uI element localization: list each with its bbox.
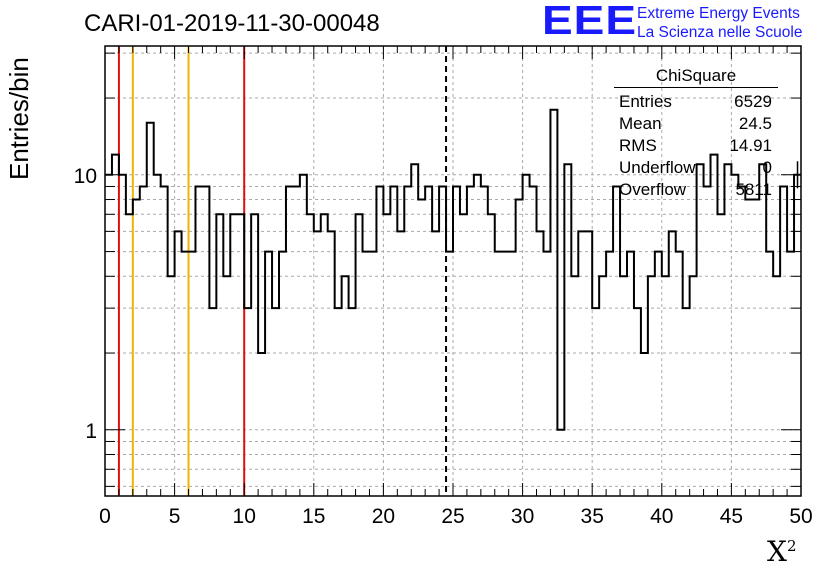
y-axis-label: Entries/bin — [4, 57, 35, 180]
stats-label: Entries — [619, 91, 672, 113]
stats-row-overflow: Overflow 5811 — [614, 179, 778, 201]
stats-label: Underflow — [619, 157, 696, 179]
stats-label: Mean — [619, 113, 662, 135]
x-tick-label: 40 — [650, 505, 673, 528]
stats-value: 24.5 — [739, 113, 772, 135]
chart-title: CARI-01-2019-11-30-00048 — [84, 10, 380, 38]
x-axis-label: X2 — [767, 535, 796, 568]
stats-value: 0 — [763, 157, 772, 179]
eee-logo: EEE — [542, 0, 637, 44]
logo-caption-line1: Extreme Energy Events — [637, 4, 802, 23]
x-tick-label: 0 — [99, 505, 111, 528]
stats-row-mean: Mean 24.5 — [614, 113, 778, 135]
x-tick-label: 10 — [233, 505, 256, 528]
stats-row-underflow: Underflow 0 — [614, 157, 778, 179]
x-axis-label-base: X — [767, 535, 787, 568]
x-tick-label: 15 — [302, 505, 325, 528]
logo-caption: Extreme Energy Events La Scienza nelle S… — [637, 4, 802, 42]
x-tick-label: 45 — [720, 505, 743, 528]
stats-title: ChiSquare — [614, 66, 778, 88]
stats-row-entries: Entries 6529 — [614, 91, 778, 113]
x-axis-label-superscript: 2 — [787, 537, 797, 555]
x-tick-label: 50 — [789, 505, 812, 528]
x-tick-label: 30 — [511, 505, 534, 528]
stats-label: RMS — [619, 135, 657, 157]
x-tick-label: 20 — [372, 505, 395, 528]
y-tick-label: 1 — [85, 420, 97, 443]
tick-labels: 0 5 10 15 20 25 30 35 40 45 50 1 10 — [74, 165, 813, 528]
stats-value: 6529 — [734, 91, 772, 113]
stats-row-rms: RMS 14.91 — [614, 135, 778, 157]
x-tick-label: 35 — [581, 505, 604, 528]
stats-box: ChiSquare Entries 6529 Mean 24.5 RMS 14.91 … — [614, 66, 778, 201]
x-tick-label: 25 — [441, 505, 464, 528]
stats-value: 14.91 — [729, 135, 772, 157]
logo-caption-line2: La Scienza nelle Scuole — [637, 23, 802, 42]
stats-value: 5811 — [735, 179, 772, 201]
y-tick-label: 10 — [74, 165, 97, 188]
stats-label: Overflow — [619, 179, 686, 201]
x-tick-label: 5 — [169, 505, 181, 528]
